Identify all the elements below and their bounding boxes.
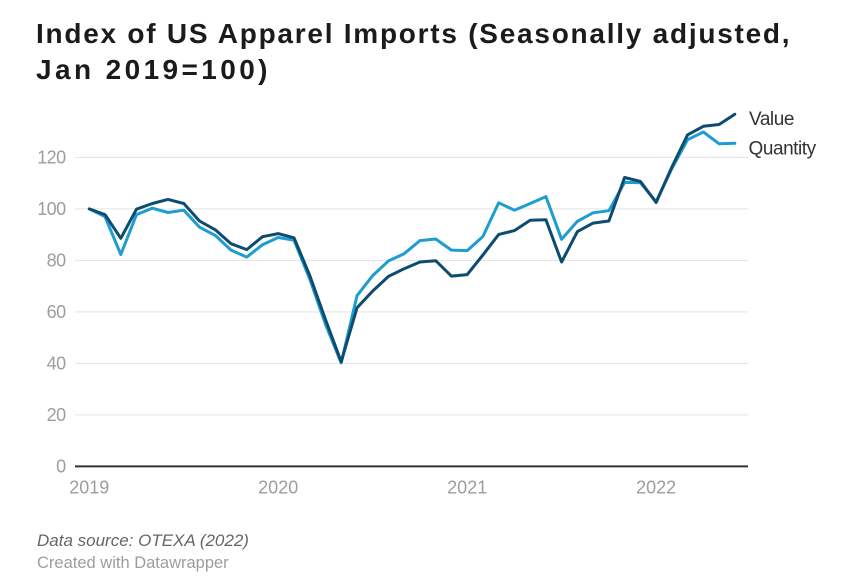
svg-text:2022: 2022 [636,477,676,497]
svg-text:0: 0 [56,457,66,477]
svg-text:2021: 2021 [447,477,487,497]
svg-text:100: 100 [37,199,66,219]
svg-text:2019: 2019 [69,477,109,497]
svg-text:20: 20 [47,405,66,425]
svg-text:60: 60 [47,302,66,322]
svg-text:120: 120 [37,148,66,168]
svg-text:Quantity: Quantity [749,139,817,160]
svg-text:Value: Value [749,109,794,130]
svg-text:2020: 2020 [258,477,298,497]
svg-text:80: 80 [47,251,66,271]
svg-text:40: 40 [47,354,66,374]
